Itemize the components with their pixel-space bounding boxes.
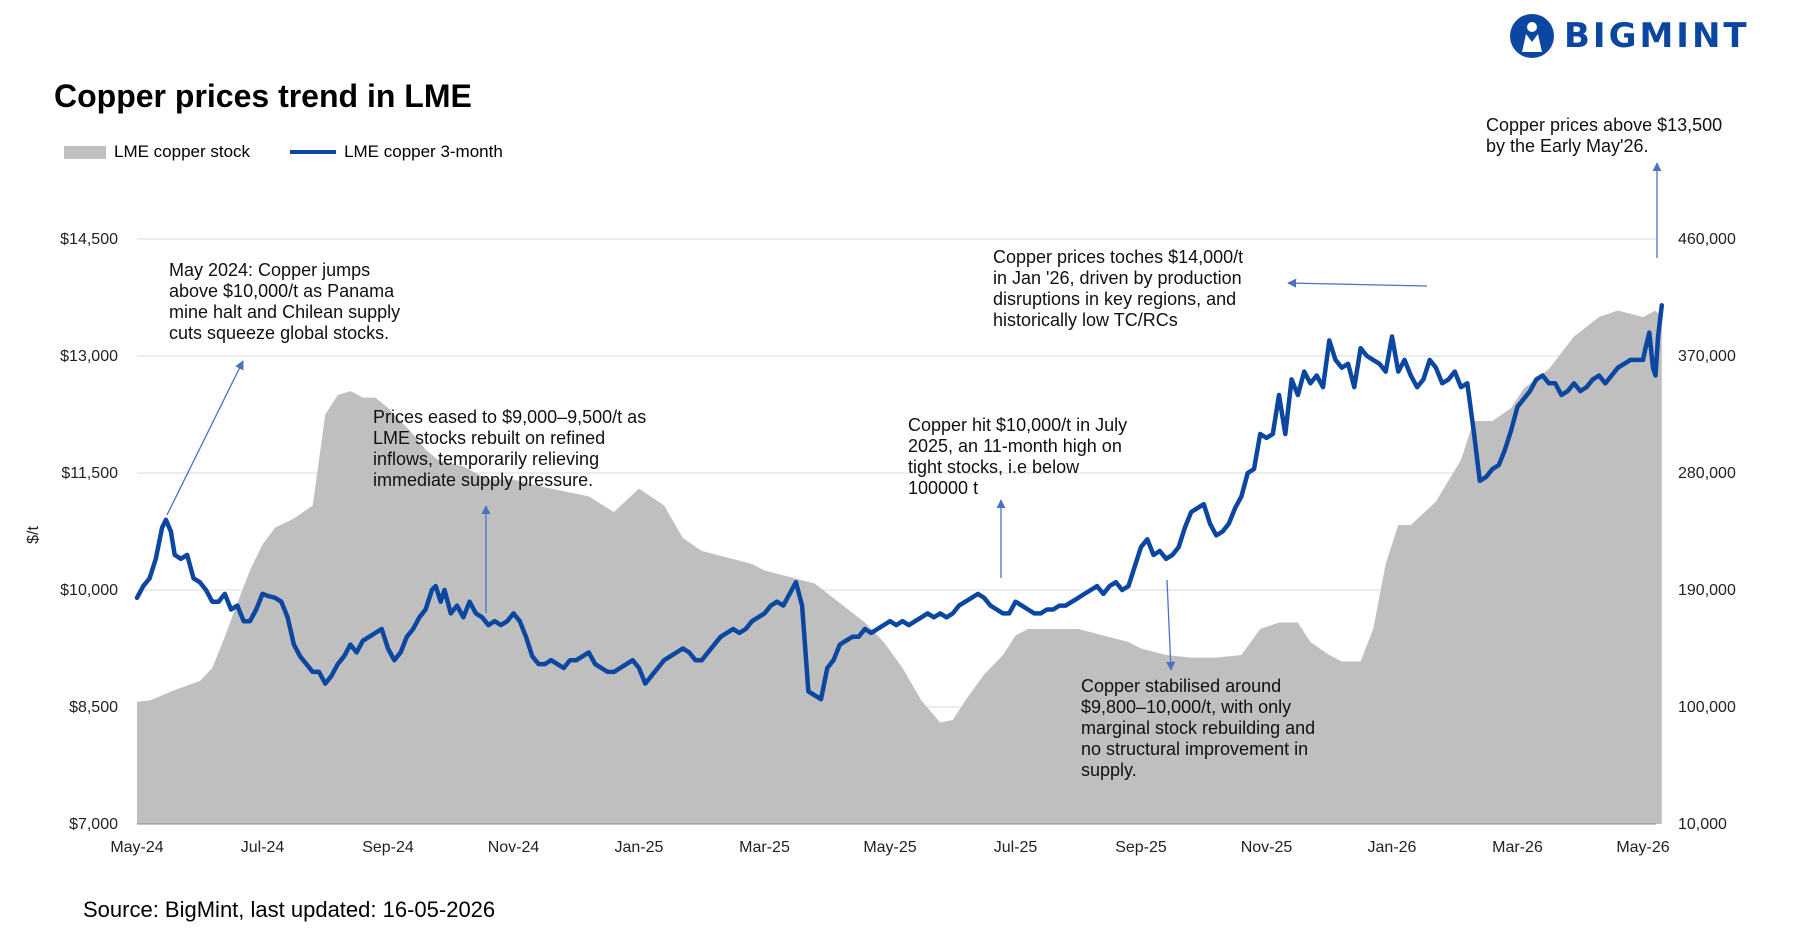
right-axis-ticks: 10,000 100,000 190,000 280,000 370,000 460,00… xyxy=(1678,231,1736,833)
annotation-text: Copper stabilised around $9,800–10,000/t,… xyxy=(1081,676,1315,780)
annotation-line: no structural improvement in xyxy=(1081,739,1308,759)
x-tick-label: Jan-26 xyxy=(1368,839,1417,856)
annotation-arrows xyxy=(166,162,1662,671)
annotation-line: supply. xyxy=(1081,760,1137,780)
annotation-text: Copper prices above $13,500 by the Early … xyxy=(1486,115,1722,156)
annotation-line: $9,800–10,000/t, with only xyxy=(1081,697,1291,717)
annotation-line: inflows, temporarily relieving xyxy=(373,449,599,469)
arrow-jan26 xyxy=(1287,278,1428,288)
annotation-line: in Jan '26, driven by production xyxy=(993,268,1242,288)
annotation-line: above $10,000/t as Panama xyxy=(169,281,395,301)
annotation-line: by the Early May'26. xyxy=(1486,136,1649,156)
right-tick-label: 190,000 xyxy=(1678,582,1736,599)
annotation-line: mine halt and Chilean supply xyxy=(169,302,400,322)
x-axis-ticks: May-24 Jul-24 Sep-24 Nov-24 Jan-25 Mar-25 May-… xyxy=(110,839,1669,856)
annotation-text: Copper hit $10,000/t in July 2025, an 11-… xyxy=(908,415,1127,498)
chart-title: Copper prices trend in LME xyxy=(54,78,472,114)
x-tick-label: Nov-24 xyxy=(488,839,540,856)
annotation-line: cuts squeeze global stocks. xyxy=(169,323,389,343)
legend-swatch-stock xyxy=(64,145,106,159)
legend-swatch-price xyxy=(290,150,337,154)
left-tick-label: $11,500 xyxy=(61,465,118,482)
y-axis-label: $/t xyxy=(25,526,42,544)
x-tick-label: Mar-26 xyxy=(1492,839,1543,856)
x-tick-label: Jul-24 xyxy=(241,839,285,856)
annotation-line: historically low TC/RCs xyxy=(993,310,1178,330)
arrow-may24 xyxy=(166,360,244,516)
annotation-line: immediate supply pressure. xyxy=(373,470,593,490)
annotation-line: 100000 t xyxy=(908,478,978,498)
annotation-line: Copper prices above $13,500 xyxy=(1486,115,1722,135)
right-tick-label: 280,000 xyxy=(1678,465,1736,482)
left-tick-label: $8,500 xyxy=(69,699,118,716)
x-tick-label: Jan-25 xyxy=(615,839,664,856)
arrow-sep25 xyxy=(1166,579,1176,671)
annotation-line: 2025, an 11-month high on xyxy=(908,436,1122,456)
left-tick-label: $13,000 xyxy=(60,348,118,365)
right-tick-label: 370,000 xyxy=(1678,348,1736,365)
annotation-line: marginal stock rebuilding and xyxy=(1081,718,1315,738)
annotation-line: Copper hit $10,000/t in July xyxy=(908,415,1127,435)
x-tick-label: May-25 xyxy=(863,839,916,856)
annotation-line: May 2024: Copper jumps xyxy=(169,260,370,280)
bigmint-person-logo-icon xyxy=(1510,14,1554,58)
legend-label-price: LME copper 3-month xyxy=(344,142,503,161)
annotation-line: Copper stabilised around xyxy=(1081,676,1281,696)
annotation-line: tight stocks, i.e below xyxy=(908,457,1080,477)
left-tick-label: $14,500 xyxy=(60,231,118,248)
annotation-text: Copper prices toches $14,000/t in Jan '26… xyxy=(993,247,1243,330)
chart-legend: LME copper stock LME copper 3-month xyxy=(64,142,503,162)
right-tick-label: 10,000 xyxy=(1678,816,1727,833)
annotation-line: disruptions in key regions, and xyxy=(993,289,1236,309)
x-tick-label: May-24 xyxy=(110,839,163,856)
left-tick-label: $7,000 xyxy=(69,816,118,833)
source-note: Source: BigMint, last updated: 16-05-202… xyxy=(83,897,496,922)
left-axis-ticks: $7,000 $8,500 $10,000 $11,500 $13,000 $14,500 xyxy=(60,231,118,833)
x-tick-label: Mar-25 xyxy=(739,839,790,856)
legend-label-stock: LME copper stock xyxy=(114,142,251,161)
stock-area-series xyxy=(137,310,1662,824)
price-line-series xyxy=(134,303,1665,702)
right-tick-label: 100,000 xyxy=(1678,699,1736,716)
x-tick-label: Sep-25 xyxy=(1115,839,1167,856)
x-tick-label: Nov-25 xyxy=(1241,839,1293,856)
annotation-line: Copper prices toches $14,000/t xyxy=(993,247,1243,267)
annotation-text: Prices eased to $9,000–9,500/t as LME sto… xyxy=(373,407,646,490)
right-tick-label: 460,000 xyxy=(1678,231,1736,248)
brand-logo: BIGMINT xyxy=(1508,12,1750,60)
x-tick-label: May-26 xyxy=(1616,839,1669,856)
left-tick-label: $10,000 xyxy=(60,582,118,599)
x-tick-label: Sep-24 xyxy=(362,839,414,856)
brand-name: BIGMINT xyxy=(1564,16,1750,56)
x-tick-label: Jul-25 xyxy=(994,839,1038,856)
annotation-line: Prices eased to $9,000–9,500/t as xyxy=(373,407,646,427)
annotation-text: May 2024: Copper jumps above $10,000/t as… xyxy=(169,260,400,343)
annotations: May 2024: Copper jumps above $10,000/t as… xyxy=(169,115,1722,780)
annotation-line: LME stocks rebuilt on refined xyxy=(373,428,605,448)
